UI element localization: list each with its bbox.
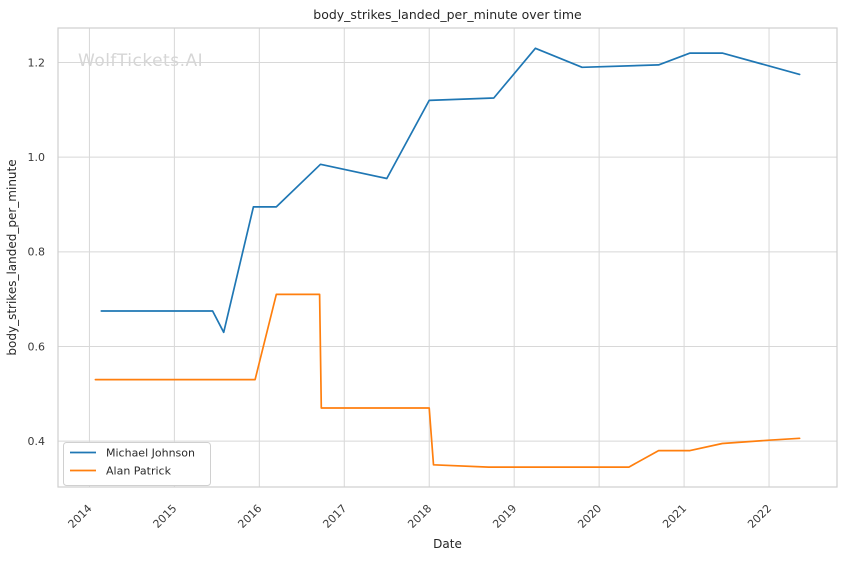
plot-border <box>57 27 838 488</box>
y-axis-label: body_strikes_landed_per_minute <box>5 159 19 355</box>
legend-label-michael-johnson: Michael Johnson <box>106 447 195 460</box>
x-tick-label-2017: 2017 <box>320 502 349 531</box>
y-tick-labels: 0.4 0.6 0.8 1.0 1.2 <box>28 56 46 448</box>
x-tick-label-2014: 2014 <box>66 502 95 531</box>
y-tick-label-0.4: 0.4 <box>28 435 46 448</box>
x-tick-label-2018: 2018 <box>405 502 434 531</box>
legend: Michael Johnson Alan Patrick <box>63 442 211 486</box>
y-tick-label-1: 1.0 <box>28 151 46 164</box>
series-lines <box>94 47 801 468</box>
legend-label-alan-patrick: Alan Patrick <box>106 465 172 478</box>
y-tick-label-0.6: 0.6 <box>28 340 46 353</box>
series-line-michael-johnson <box>100 47 801 334</box>
x-tick-label-2022: 2022 <box>745 502 774 531</box>
gridlines <box>58 28 837 487</box>
legend-box <box>63 442 211 486</box>
y-tick-label-0.8: 0.8 <box>28 246 46 259</box>
x-tick-label-2021: 2021 <box>660 502 689 531</box>
x-tick-labels: 2014 2015 2016 2017 2018 2019 2020 2021 2022 <box>66 502 775 531</box>
y-tick-label-1.2: 1.2 <box>28 56 46 69</box>
x-tick-label-2016: 2016 <box>235 502 264 531</box>
watermark: WolfTickets.AI <box>78 51 203 71</box>
x-axis-label: Date <box>433 537 462 551</box>
x-tick-label-2020: 2020 <box>575 502 604 531</box>
x-tick-label-2019: 2019 <box>490 502 519 531</box>
x-tick-label-2015: 2015 <box>151 502 180 531</box>
chart-title: body_strikes_landed_per_minute over time <box>313 7 582 22</box>
series-line-alan-patrick <box>94 293 801 468</box>
